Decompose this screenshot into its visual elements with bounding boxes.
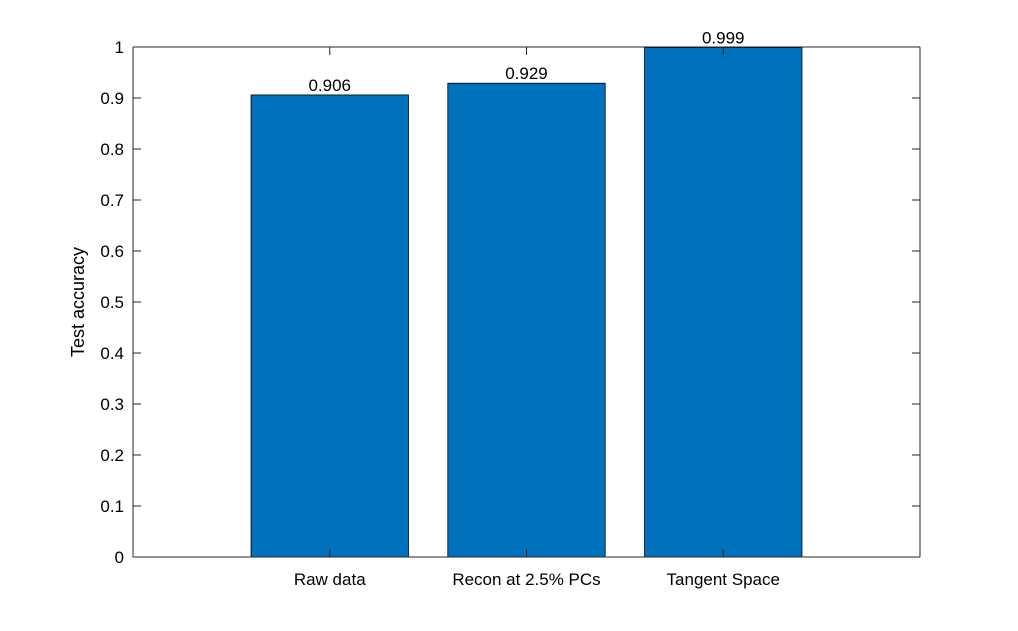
y-ticks-group: 0 0.1 0.2 0.3 0.4 0.5 0.6 0.7 0.8 0.9 1: [100, 38, 920, 567]
y-tick-label: 0.3: [100, 395, 124, 414]
data-label: 0.906: [308, 76, 351, 95]
x-ticks-group: Raw data Recon at 2.5% PCs Tangent Space: [294, 47, 780, 589]
y-tick-label: 0.1: [100, 497, 124, 516]
bar: [644, 47, 803, 558]
data-label: 0.999: [702, 29, 745, 48]
y-tick-label: 0.9: [100, 89, 124, 108]
y-tick-label: 0: [115, 548, 124, 567]
x-tick-label: Raw data: [294, 570, 366, 589]
y-tick-label: 0.8: [100, 140, 124, 159]
bar: [447, 82, 606, 558]
bar: [250, 94, 409, 558]
y-axis-title: Test accuracy: [68, 247, 88, 357]
y-tick-label: 0.6: [100, 242, 124, 261]
bars-group: [250, 47, 803, 558]
y-tick-label: 0.2: [100, 446, 124, 465]
y-tick-label: 0.7: [100, 191, 124, 210]
x-tick-label: Tangent Space: [667, 570, 780, 589]
y-tick-label: 1: [115, 38, 124, 57]
data-labels-group: 0.906 0.929 0.999: [308, 29, 744, 95]
y-tick-label: 0.5: [100, 293, 124, 312]
y-tick-label: 0.4: [100, 344, 124, 363]
data-label: 0.929: [505, 64, 548, 83]
x-tick-label: Recon at 2.5% PCs: [452, 570, 600, 589]
